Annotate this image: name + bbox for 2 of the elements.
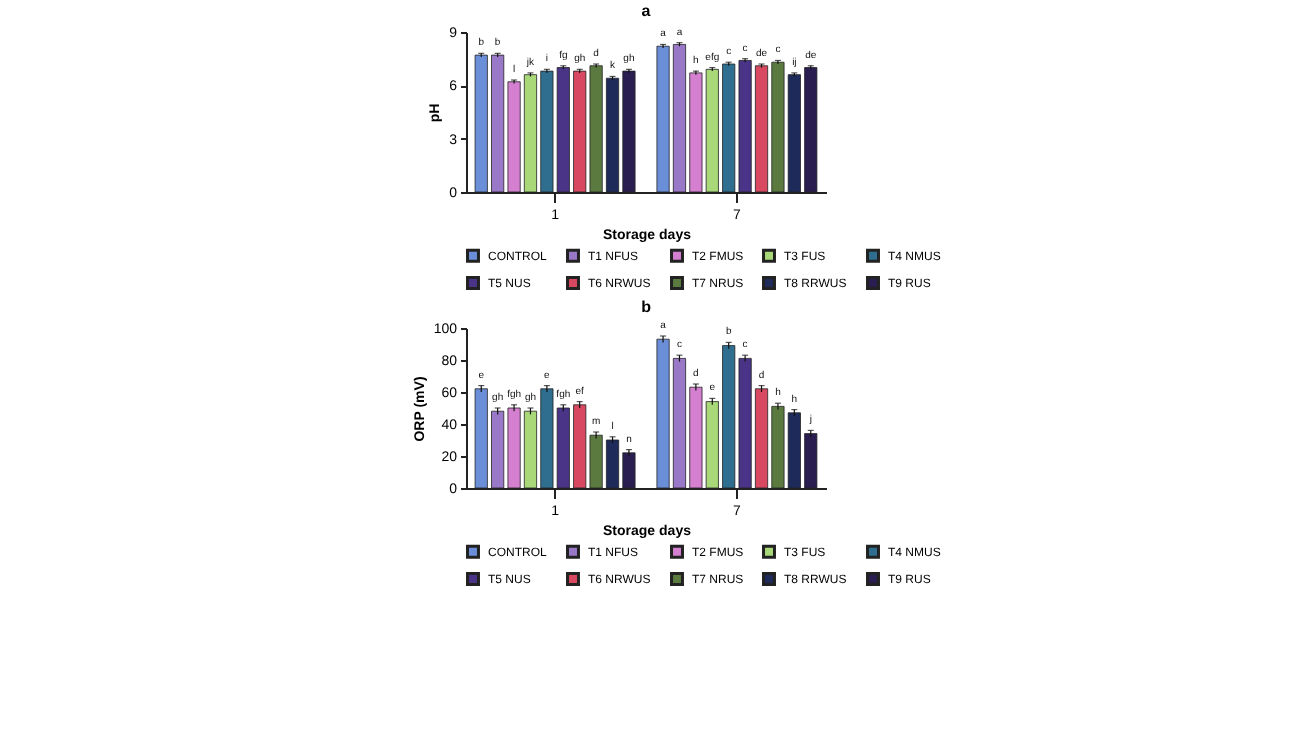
chart-title: a	[641, 2, 652, 20]
chart-title: b	[641, 298, 652, 316]
